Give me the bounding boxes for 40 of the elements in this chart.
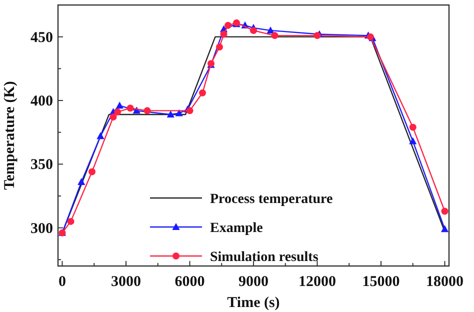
x-tick-label: 18000 bbox=[426, 274, 464, 290]
point bbox=[314, 32, 321, 40]
point bbox=[88, 168, 96, 176]
legend-label: Simulation results bbox=[210, 250, 319, 265]
legend-label: Example bbox=[210, 221, 263, 236]
point bbox=[441, 208, 448, 215]
y-tick-label: 300 bbox=[30, 220, 53, 237]
point bbox=[271, 32, 278, 40]
point bbox=[114, 108, 121, 116]
point bbox=[126, 104, 134, 112]
point bbox=[186, 107, 194, 114]
point bbox=[96, 132, 104, 140]
point bbox=[220, 30, 228, 38]
x-tick-label: 9000 bbox=[238, 274, 268, 290]
point bbox=[409, 137, 417, 144]
point bbox=[78, 178, 86, 185]
point bbox=[440, 225, 449, 232]
point bbox=[266, 26, 274, 34]
point bbox=[199, 89, 206, 96]
legend-label: Process temperature bbox=[210, 192, 333, 207]
y-tick-label: 400 bbox=[30, 93, 53, 110]
point bbox=[110, 114, 117, 121]
point bbox=[144, 107, 151, 114]
y-tick-label: 450 bbox=[30, 30, 53, 46]
point bbox=[216, 44, 223, 51]
x-axis-title: Time (s) bbox=[227, 295, 280, 311]
point bbox=[250, 26, 257, 34]
x-tick-label: 6000 bbox=[174, 274, 205, 290]
point bbox=[67, 218, 74, 225]
x-tick-label: 3000 bbox=[111, 274, 141, 290]
point bbox=[409, 124, 416, 131]
y-axis-title: Temperature (K) bbox=[2, 81, 18, 190]
point bbox=[116, 102, 124, 109]
point bbox=[166, 110, 174, 118]
point bbox=[224, 22, 232, 29]
x-tick-label: 15000 bbox=[362, 274, 400, 290]
x-tick-label: 12000 bbox=[298, 274, 336, 290]
y-tick-label: 350 bbox=[30, 157, 53, 174]
x-tick-label: 0 bbox=[58, 274, 66, 290]
point bbox=[366, 33, 374, 40]
